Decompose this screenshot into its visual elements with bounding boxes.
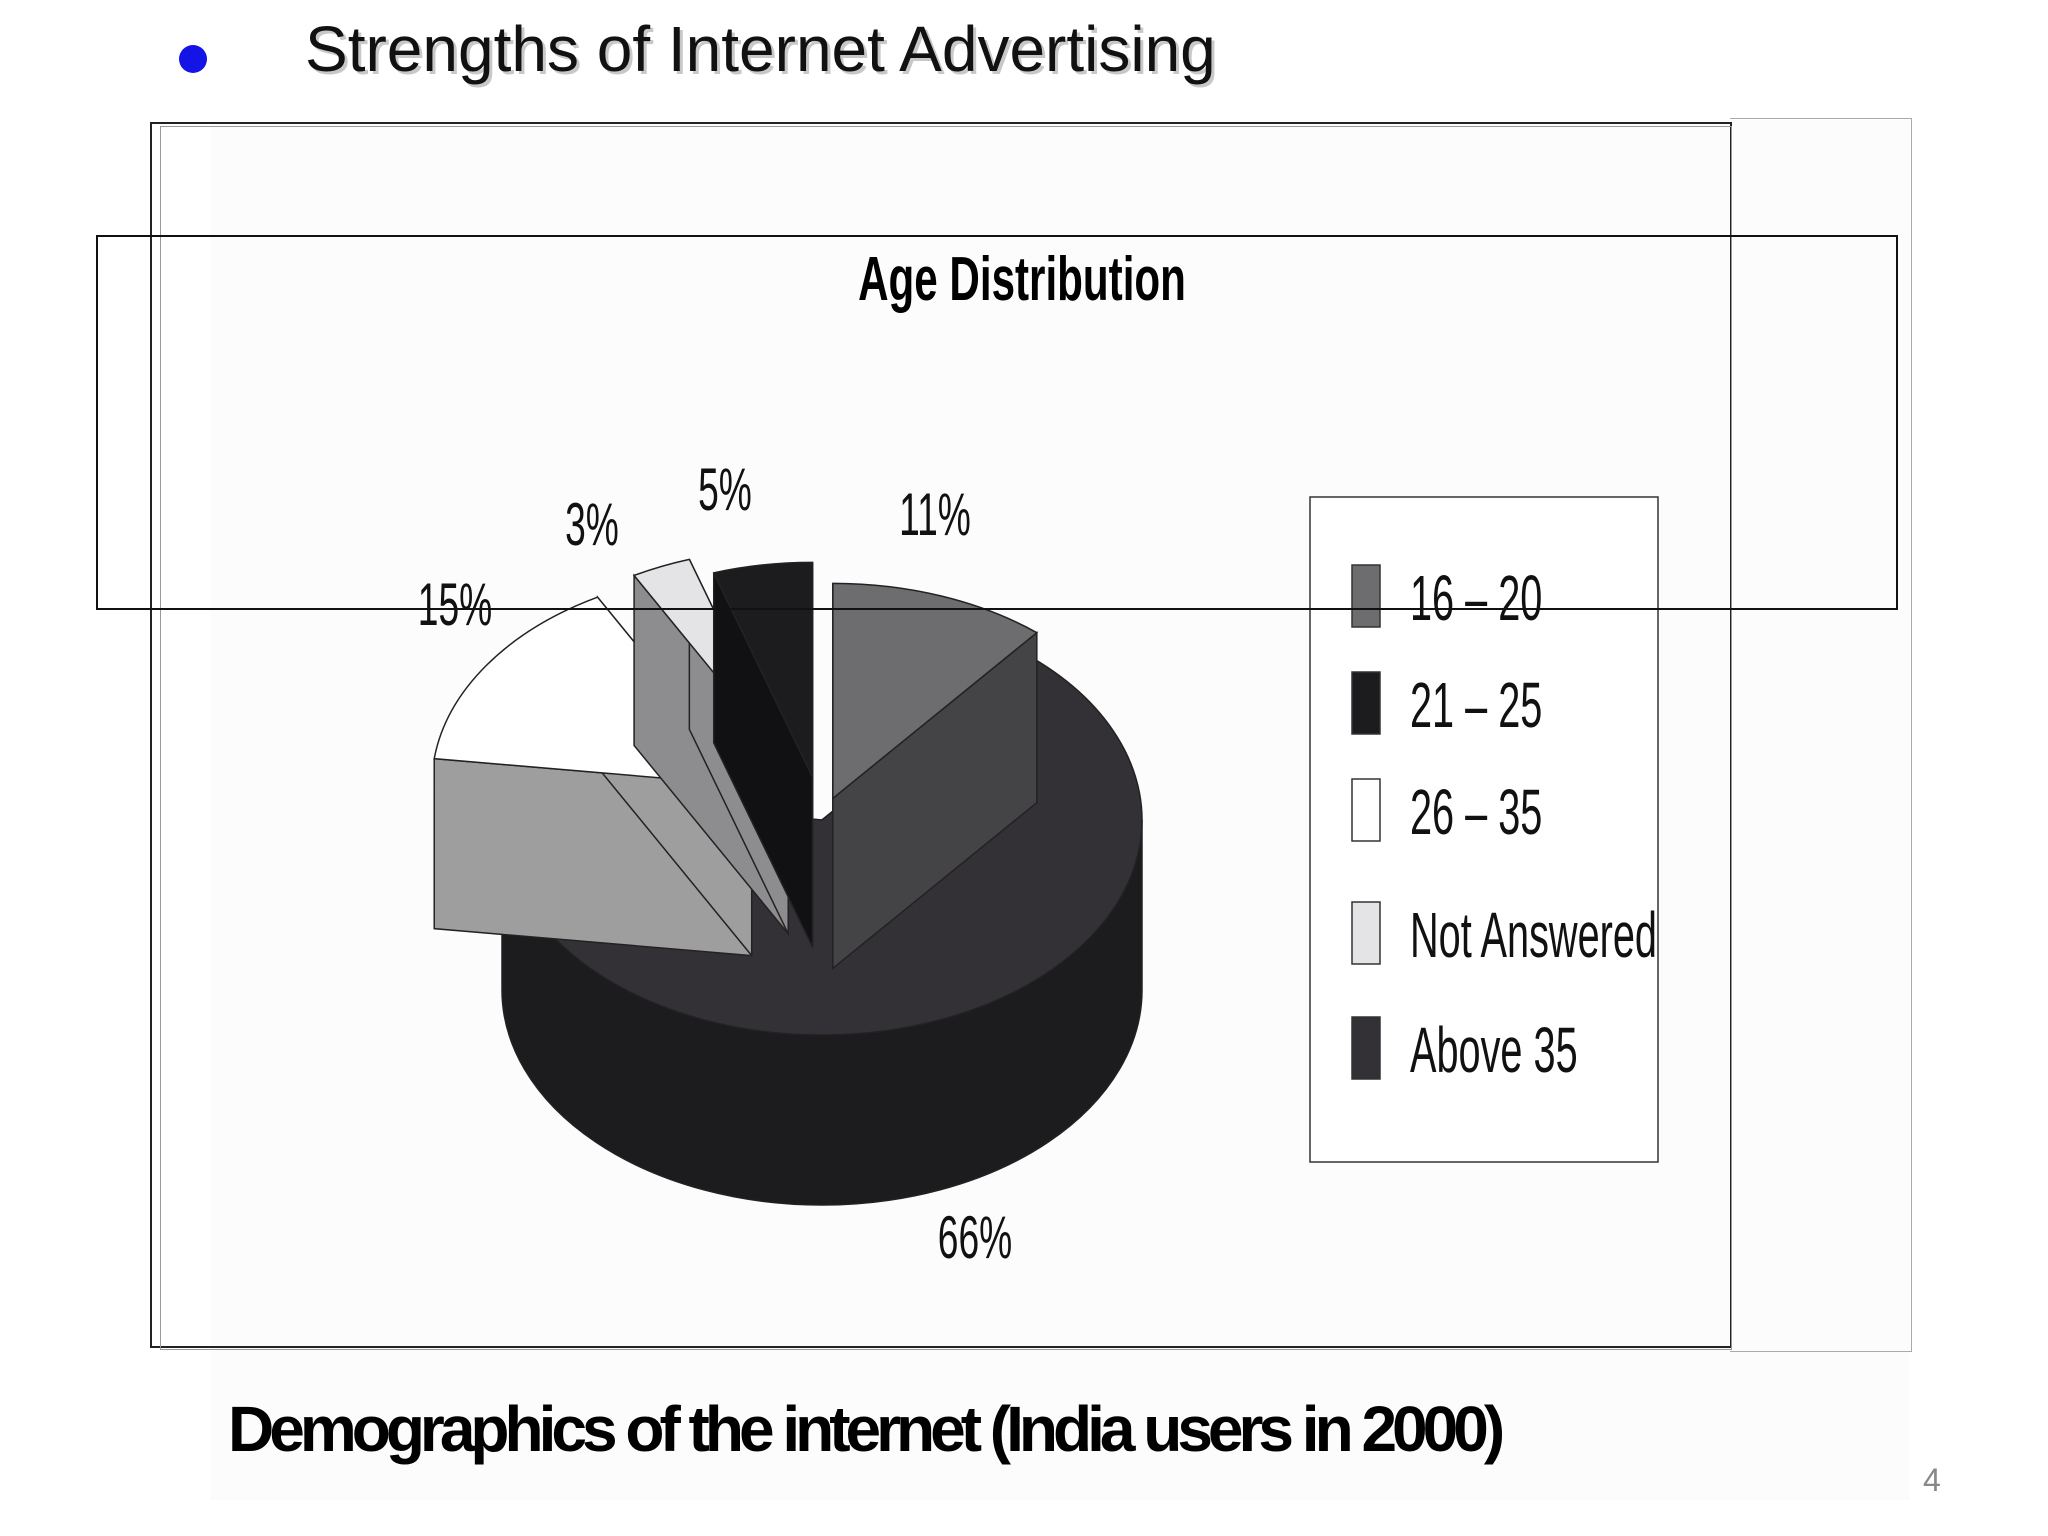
bullet-icon: [179, 45, 207, 73]
legend-label: Not Answered: [1410, 901, 1657, 972]
pie-data-label: 15%: [418, 571, 492, 638]
pie-data-label: 5%: [698, 456, 752, 523]
chart-title: Age Distribution: [858, 245, 1186, 314]
legend-swatch: [1351, 671, 1381, 735]
legend-swatch: [1351, 901, 1381, 965]
placeholder-box: [96, 235, 1898, 610]
chart-frame-shadow: [1730, 118, 1912, 1352]
slide-heading: Strengths of Internet Advertising: [305, 13, 1216, 85]
legend-label: 16 – 20: [1410, 564, 1542, 635]
pie-data-labels: 66% 15% 3% 11% 5%: [418, 456, 1012, 1271]
page-number: 4: [1923, 1462, 1941, 1498]
pie-slice: [712, 561, 814, 948]
legend-swatch: [1351, 1016, 1381, 1080]
pie-slice: [832, 582, 1039, 970]
pie-slice-top: [832, 582, 1039, 800]
chart-frame-inner: [160, 126, 1732, 1350]
pie-data-label: 11%: [899, 481, 971, 548]
legend: 16 – 20 21 – 25 26 – 35 Not Answered Above 3…: [1351, 564, 1657, 1087]
pie-data-label: 66%: [938, 1204, 1012, 1271]
slide-caption: Demographics of the internet (India user…: [228, 1393, 1505, 1465]
legend-swatch: [1351, 778, 1381, 842]
pie-slices: [433, 558, 1143, 1206]
legend-swatch: [1351, 564, 1381, 628]
pie-slice-top: [712, 561, 814, 778]
pie-data-label: 3%: [565, 491, 619, 558]
legend-label: 26 – 35: [1410, 778, 1542, 849]
legend-label: Above 35: [1410, 1016, 1578, 1087]
legend-label: 21 – 25: [1410, 671, 1542, 742]
